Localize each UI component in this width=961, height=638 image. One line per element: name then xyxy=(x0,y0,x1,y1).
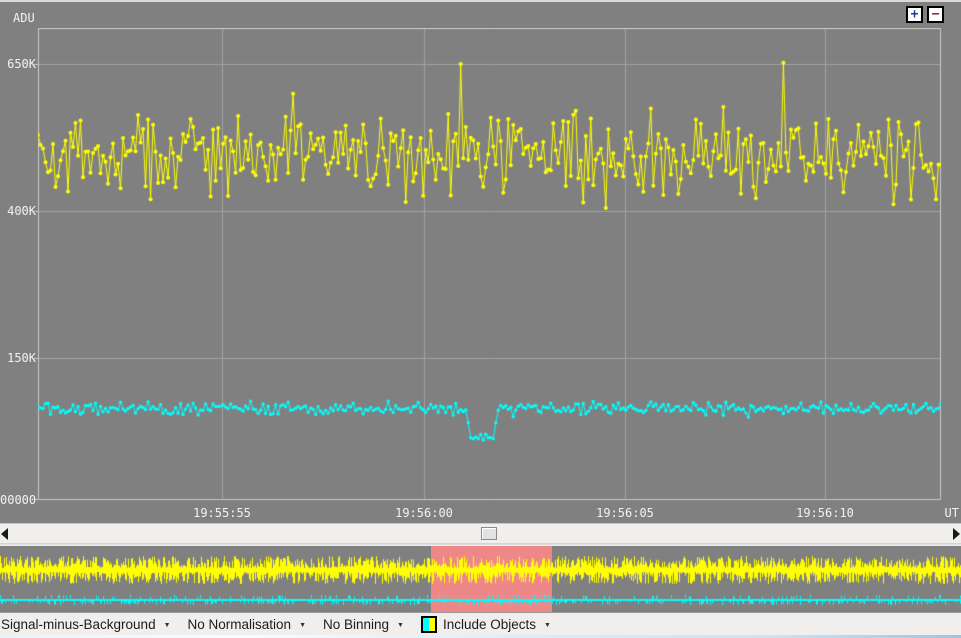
y-axis-unit-label: ADU xyxy=(13,11,35,25)
swatch-cyan-half xyxy=(422,617,429,631)
dropdown-arrow-icon: ▼ xyxy=(397,621,404,629)
x-tick-label-4: 19:56:10 xyxy=(796,506,854,520)
dropdown-arrow-icon: ▼ xyxy=(544,621,551,629)
h-scrollbar-track[interactable] xyxy=(0,523,961,543)
main-plot-canvas[interactable] xyxy=(34,28,942,502)
selection-region[interactable] xyxy=(431,546,552,612)
binning-dropdown[interactable]: No Binning ▼ xyxy=(323,613,404,635)
signal-mode-dropdown[interactable]: Signal-minus-Background ▼ xyxy=(1,613,171,635)
y-tick-label-400k: 400K xyxy=(7,204,36,218)
dropdown-arrow-icon: ▼ xyxy=(163,621,171,629)
x-tick-label-2: 19:56:00 xyxy=(395,506,453,520)
y-tick-label-650k: 650K xyxy=(7,57,36,71)
zoom-out-button[interactable]: − xyxy=(927,6,944,23)
scroll-thumb[interactable] xyxy=(481,527,497,540)
y-tick-label-bottom: 00000 xyxy=(0,493,36,507)
y-tick-label-150k: 150K xyxy=(7,351,36,365)
zoom-in-button[interactable]: + xyxy=(906,6,923,23)
toolbar: Signal-minus-Background ▼ No Normalisati… xyxy=(0,612,961,636)
normalisation-label: No Normalisation xyxy=(187,616,292,632)
include-objects-swatch-icon xyxy=(420,615,437,633)
window-top-edge xyxy=(0,0,961,2)
binning-label: No Binning xyxy=(323,616,390,632)
x-tick-label-1: 19:55:55 xyxy=(193,506,251,520)
x-axis-unit-label: UT xyxy=(944,506,959,520)
signal-mode-label: Signal-minus-Background xyxy=(1,616,156,632)
swatch-yellow-half xyxy=(428,617,435,631)
window-bottom-edge xyxy=(0,635,961,638)
scroll-right-arrow-icon[interactable] xyxy=(953,528,960,540)
overview-panel[interactable] xyxy=(0,546,961,612)
dropdown-arrow-icon: ▼ xyxy=(299,621,306,629)
include-objects-label: Include Objects xyxy=(442,616,537,632)
include-objects-dropdown[interactable]: Include Objects ▼ xyxy=(420,613,551,635)
x-tick-label-3: 19:56:05 xyxy=(596,506,654,520)
scroll-left-arrow-icon[interactable] xyxy=(1,528,8,540)
normalisation-dropdown[interactable]: No Normalisation ▼ xyxy=(188,613,306,635)
scrollbar-bottom-edge xyxy=(0,543,961,546)
